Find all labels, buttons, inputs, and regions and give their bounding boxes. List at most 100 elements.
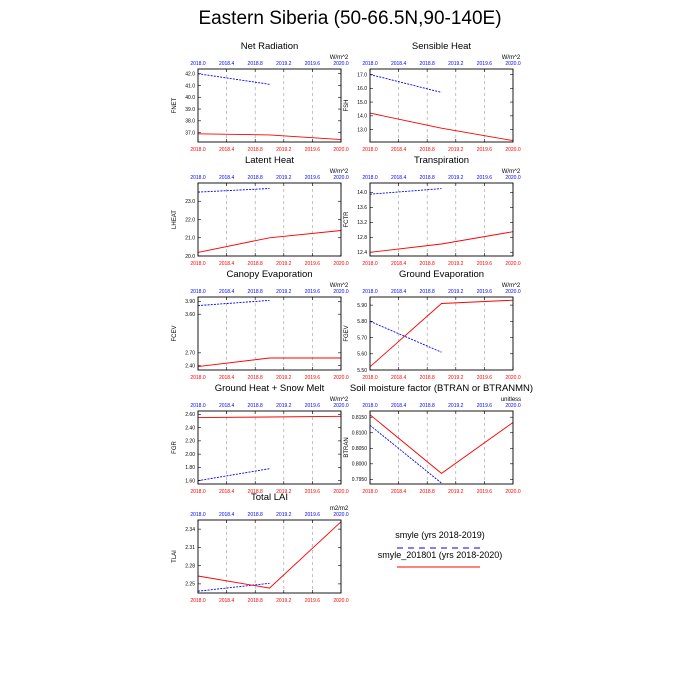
series-line-smyle-201801 bbox=[197, 230, 342, 253]
x-tick-label-top: 2019.2 bbox=[276, 175, 292, 181]
x-tick-label-top: 2019.2 bbox=[448, 289, 464, 295]
x-tick-label-bottom: 2018.0 bbox=[190, 261, 206, 267]
plot-frame bbox=[197, 410, 342, 485]
y-tick-label: 3.60 bbox=[185, 312, 195, 318]
panel-btran: Soil moisture factor (BTRAN or BTRANMN) u… bbox=[344, 383, 533, 495]
plot-frame bbox=[369, 182, 514, 257]
units-label: W/m^2 bbox=[502, 55, 521, 61]
x-tick-label-top: 2018.4 bbox=[391, 175, 407, 181]
y-tick-label: 13.6 bbox=[357, 205, 367, 211]
x-tick-label-bottom: 2020.0 bbox=[333, 261, 349, 267]
x-tick-label-bottom: 2019.2 bbox=[448, 489, 464, 495]
x-tick-label-bottom: 2019.6 bbox=[305, 598, 321, 604]
x-tick-label-top: 2018.8 bbox=[248, 175, 264, 181]
y-tick-label: 17.0 bbox=[357, 72, 367, 78]
x-tick-label-bottom: 2019.2 bbox=[448, 147, 464, 153]
y-tick-label: 2.00 bbox=[185, 452, 195, 458]
y-axis-label: FGEV bbox=[344, 325, 350, 341]
series-line-smyle-201801 bbox=[197, 415, 342, 419]
x-tick-label-top: 2019.2 bbox=[276, 61, 292, 67]
panel-title: Sensible Heat bbox=[412, 41, 472, 52]
x-tick-label-bottom: 2020.0 bbox=[505, 261, 521, 267]
y-tick-label: 20.0 bbox=[185, 254, 195, 260]
x-tick-label-bottom: 2018.4 bbox=[219, 147, 235, 153]
x-tick-label-bottom: 2019.2 bbox=[276, 598, 292, 604]
series-line-smyle-201801 bbox=[197, 133, 342, 141]
series-line-smyle-201801 bbox=[369, 414, 514, 474]
plot-frame bbox=[197, 296, 342, 371]
x-tick-label-bottom: 2018.0 bbox=[362, 147, 378, 153]
panel-lheat: Latent Heat W/m^2 2018.0 2018.0 2018.4 2018.4… bbox=[172, 155, 349, 267]
x-tick-label-bottom: 2018.8 bbox=[248, 598, 264, 604]
x-tick-label-bottom: 2018.8 bbox=[248, 489, 264, 495]
x-tick-label-top: 2018.0 bbox=[190, 61, 206, 67]
y-axis-label: FCEV bbox=[172, 325, 178, 341]
x-tick-label-bottom: 2019.6 bbox=[305, 375, 321, 381]
panel-fgr: Ground Heat + Snow Melt W/m^2 2018.0 2018.0… bbox=[172, 383, 349, 495]
x-tick-label-bottom: 2018.4 bbox=[391, 147, 407, 153]
y-axis-label: FCTR bbox=[344, 211, 350, 228]
x-tick-label-top: 2019.6 bbox=[477, 403, 493, 409]
y-tick-label: 37.0 bbox=[185, 130, 195, 136]
x-tick-label-top: 2018.4 bbox=[391, 289, 407, 295]
x-tick-label-bottom: 2019.2 bbox=[276, 375, 292, 381]
x-tick-label-bottom: 2018.4 bbox=[391, 375, 407, 381]
x-tick-label-top: 2018.8 bbox=[248, 512, 264, 518]
plot-frame bbox=[197, 519, 342, 594]
series-line-smyle-201801 bbox=[197, 521, 342, 589]
series-line-smyle-201801 bbox=[197, 357, 341, 368]
x-tick-label-top: 2019.2 bbox=[448, 61, 464, 67]
x-tick-label-top: 2020.0 bbox=[505, 289, 521, 295]
x-tick-label-bottom: 2018.8 bbox=[420, 147, 436, 153]
x-tick-label-bottom: 2020.0 bbox=[333, 598, 349, 604]
x-tick-label-bottom: 2018.0 bbox=[362, 375, 378, 381]
x-tick-label-top: 2019.2 bbox=[276, 512, 292, 518]
series-line-smyle bbox=[369, 188, 442, 195]
y-axis-label: FSH bbox=[344, 100, 350, 112]
x-tick-label-bottom: 2019.2 bbox=[276, 261, 292, 267]
x-tick-label-top: 2018.4 bbox=[219, 512, 235, 518]
panel-fgev: Ground Evaporation W/m^2 2018.0 2018.0 2018.… bbox=[344, 269, 521, 381]
x-tick-label-top: 2019.2 bbox=[276, 403, 292, 409]
series-line-smyle bbox=[369, 320, 442, 353]
y-axis-label: LHEAT bbox=[172, 210, 178, 229]
panel-title: Ground Heat + Snow Melt bbox=[215, 383, 325, 394]
series-line-smyle-201801 bbox=[369, 112, 514, 142]
x-tick-label-bottom: 2018.0 bbox=[362, 261, 378, 267]
y-tick-label: 13.2 bbox=[357, 220, 367, 226]
x-tick-label-bottom: 2020.0 bbox=[333, 147, 349, 153]
series-line-smyle bbox=[197, 299, 270, 307]
x-tick-label-top: 2018.8 bbox=[248, 61, 264, 67]
panel-fcev: Canopy Evaporation W/m^2 2018.0 2018.0 2018.… bbox=[172, 269, 349, 381]
x-tick-label-top: 2018.0 bbox=[190, 175, 206, 181]
y-tick-label: 12.4 bbox=[357, 250, 367, 256]
y-tick-label: 0.8100 bbox=[352, 431, 368, 437]
x-tick-label-bottom: 2018.4 bbox=[219, 598, 235, 604]
x-tick-label-top: 2018.0 bbox=[362, 289, 378, 295]
x-tick-label-top: 2018.0 bbox=[190, 403, 206, 409]
units-label: unitless bbox=[501, 397, 521, 403]
x-tick-label-bottom: 2018.8 bbox=[248, 375, 264, 381]
panel-title: Net Radiation bbox=[241, 41, 299, 52]
units-label: W/m^2 bbox=[330, 397, 349, 403]
panel-tlai: Total LAI m2/m2 2018.0 2018.0 2018.4 2018.4 20… bbox=[172, 492, 349, 604]
x-tick-label-top: 2019.6 bbox=[305, 61, 321, 67]
x-tick-label-top: 2018.0 bbox=[362, 175, 378, 181]
panel-fctr: Transpiration W/m^2 2018.0 2018.0 2018.4 2018… bbox=[344, 155, 521, 267]
panel-title: Total LAI bbox=[251, 492, 288, 503]
y-tick-label: 14.0 bbox=[357, 114, 367, 120]
x-tick-label-bottom: 2018.4 bbox=[219, 261, 235, 267]
units-label: W/m^2 bbox=[330, 283, 349, 289]
y-tick-label: 1.80 bbox=[185, 465, 195, 471]
x-tick-label-bottom: 2018.8 bbox=[248, 147, 264, 153]
series-line-smyle-201801 bbox=[369, 299, 514, 368]
y-axis-label: FNET bbox=[172, 97, 178, 113]
x-tick-label-bottom: 2018.0 bbox=[190, 598, 206, 604]
x-tick-label-bottom: 2019.2 bbox=[448, 375, 464, 381]
x-tick-label-bottom: 2018.8 bbox=[248, 261, 264, 267]
y-tick-label: 2.70 bbox=[185, 351, 195, 357]
x-tick-label-bottom: 2018.4 bbox=[391, 261, 407, 267]
plot-frame bbox=[369, 68, 514, 143]
panel-title: Soil moisture factor (BTRAN or BTRANMN) bbox=[350, 383, 533, 394]
